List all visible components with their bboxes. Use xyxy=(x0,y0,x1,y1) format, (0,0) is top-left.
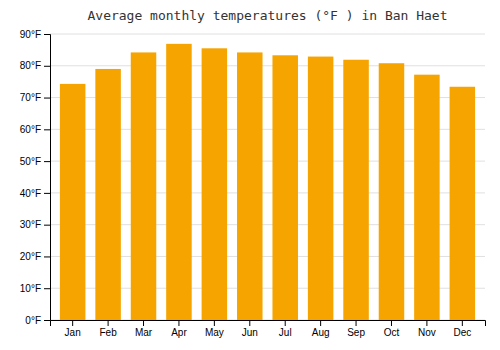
y-tick-label: 20°F xyxy=(20,251,41,262)
x-axis-line xyxy=(51,321,486,327)
plot-area: 0°F 10°F 20°F 30°F 40°F 50°F 60°F 70°F 80°F 90°F J… xyxy=(20,29,486,338)
y-tick-mark xyxy=(44,320,50,321)
y-tick-mark xyxy=(44,66,50,67)
y-tick: 30°F xyxy=(20,219,50,230)
x-tick: Oct xyxy=(384,320,400,338)
y-tick-label: 60°F xyxy=(20,124,41,135)
x-tick-label: Oct xyxy=(384,327,400,338)
y-tick: 50°F xyxy=(20,156,50,167)
y-tick-mark xyxy=(44,161,50,162)
y-axis: 0°F 10°F 20°F 30°F 40°F 50°F 60°F 70°F 80°F 90°F xyxy=(20,29,51,326)
x-tick: Apr xyxy=(171,320,187,338)
chart-svg: 0°F 10°F 20°F 30°F 40°F 50°F 60°F 70°F 80°F 90°F J… xyxy=(0,0,500,350)
x-tick: Mar xyxy=(135,320,153,338)
bar xyxy=(379,63,405,320)
y-tick-label: 30°F xyxy=(20,219,41,230)
x-tick-mark xyxy=(426,320,427,326)
x-tick-mark xyxy=(356,320,357,326)
x-tick: Jan xyxy=(65,320,81,338)
y-tick-mark xyxy=(44,193,50,194)
y-tick-label: 40°F xyxy=(20,188,41,199)
x-tick-label: Jun xyxy=(242,327,258,338)
grid-line xyxy=(50,65,485,66)
x-tick: Sep xyxy=(347,320,365,338)
x-tick: Dec xyxy=(453,320,471,338)
bar xyxy=(450,87,476,320)
bar xyxy=(60,84,86,320)
x-tick-mark xyxy=(391,320,392,326)
grid-line xyxy=(50,34,485,35)
bar xyxy=(166,44,192,320)
x-tick-mark xyxy=(72,320,73,326)
x-tick-mark xyxy=(108,320,109,326)
bar xyxy=(237,52,263,320)
x-tick: Jul xyxy=(279,320,292,338)
x-tick-mark xyxy=(320,320,321,326)
y-tick: 10°F xyxy=(20,283,50,294)
x-tick-mark xyxy=(249,320,250,326)
x-tick-label: Aug xyxy=(312,327,330,338)
y-tick-mark xyxy=(44,98,50,99)
x-tick-mark xyxy=(143,320,144,326)
x-tick: Aug xyxy=(312,320,330,338)
y-tick-label: 70°F xyxy=(20,92,41,103)
y-tick-mark xyxy=(44,225,50,226)
y-tick-label: 10°F xyxy=(20,283,41,294)
bars xyxy=(60,44,475,320)
y-tick-mark xyxy=(44,129,50,130)
bar xyxy=(308,57,334,320)
x-tick-label: Apr xyxy=(171,327,187,338)
x-tick-mark xyxy=(462,320,463,326)
y-tick-mark xyxy=(44,256,50,257)
bar xyxy=(95,69,121,320)
x-tick-label: Mar xyxy=(135,327,153,338)
x-tick: Jun xyxy=(242,320,258,338)
y-tick: 90°F xyxy=(20,29,50,40)
y-tick: 0°F xyxy=(25,315,50,326)
x-axis: Jan Feb Mar Apr May Jun Jul Aug Sep Oct Nov Dec xyxy=(51,320,486,338)
y-tick: 80°F xyxy=(20,60,50,71)
y-axis-line xyxy=(44,35,51,321)
y-tick-label: 90°F xyxy=(20,29,41,40)
x-tick-label: Feb xyxy=(99,327,117,338)
y-tick-mark xyxy=(44,34,50,35)
bar xyxy=(414,75,440,320)
y-tick-label: 80°F xyxy=(20,60,41,71)
y-tick-label: 50°F xyxy=(20,156,41,167)
chart-container: 0°F 10°F 20°F 30°F 40°F 50°F 60°F 70°F 80°F 90°F J… xyxy=(0,0,500,350)
y-tick: 20°F xyxy=(20,251,50,262)
x-tick-mark xyxy=(214,320,215,326)
x-tick: Nov xyxy=(418,320,436,338)
bar xyxy=(202,48,228,320)
bar xyxy=(131,52,157,320)
grid xyxy=(50,34,485,320)
y-tick-label: 0°F xyxy=(25,315,41,326)
x-tick-mark xyxy=(178,320,179,326)
x-tick-label: Sep xyxy=(347,327,365,338)
x-tick-label: Dec xyxy=(453,327,471,338)
x-tick: Feb xyxy=(99,320,117,338)
y-tick: 70°F xyxy=(20,92,50,103)
x-tick-label: Nov xyxy=(418,327,436,338)
y-tick: 60°F xyxy=(20,124,50,135)
bar xyxy=(343,60,369,320)
x-tick-label: Jul xyxy=(279,327,292,338)
x-tick-label: May xyxy=(205,327,224,338)
y-tick-mark xyxy=(44,288,50,289)
chart-title: Average monthly temperatures (°F ) in Ba… xyxy=(87,8,447,23)
x-tick: May xyxy=(205,320,224,338)
x-tick-label: Jan xyxy=(65,327,81,338)
bar xyxy=(272,55,298,320)
y-tick: 40°F xyxy=(20,188,50,199)
x-tick-mark xyxy=(285,320,286,326)
